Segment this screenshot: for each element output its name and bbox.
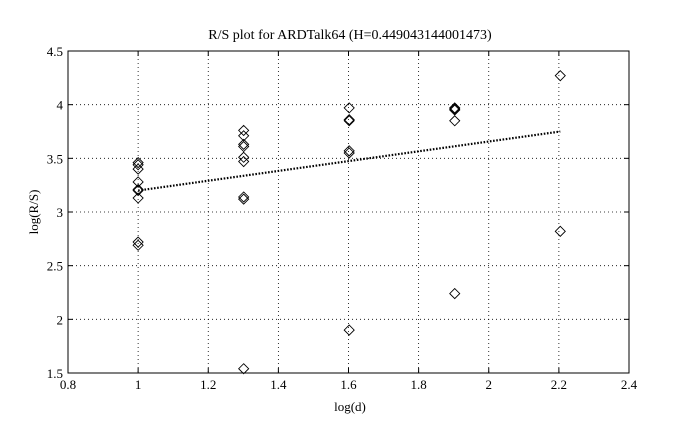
data-point-diamond [238, 191, 250, 203]
data-point-diamond [238, 151, 250, 163]
data-point-diamond [238, 363, 250, 375]
data-points [132, 70, 566, 375]
y-tick-label: 4.5 [47, 44, 63, 59]
data-point-diamond [132, 163, 144, 175]
data-point-diamond [449, 104, 461, 116]
x-tick-label: 0.8 [60, 377, 76, 392]
data-point-diamond [343, 114, 355, 126]
plot-frame [67, 50, 630, 374]
y-tick-label: 1.5 [47, 366, 63, 381]
y-tick-label: 3 [57, 205, 64, 220]
data-point-diamond [132, 183, 144, 196]
data-point-diamond [343, 115, 355, 127]
x-tick-labels: 0.8 1 1.2 1.4 1.6 1.8 2 2.2 2.4 [60, 377, 638, 392]
data-point-diamond [343, 324, 355, 336]
data-point-diamond [343, 147, 355, 159]
data-point-diamond [132, 159, 144, 171]
data-point-diamond [343, 102, 355, 114]
data-point-diamond [238, 138, 250, 151]
y-axis-label: log(R/S) [26, 190, 41, 235]
fit-line-group [137, 130, 561, 192]
grid-lines [67, 50, 630, 374]
data-point-diamond [238, 130, 250, 142]
x-tick-label: 1.4 [270, 377, 287, 392]
data-point-diamond [449, 103, 461, 115]
x-tick-label: 1 [135, 377, 142, 392]
data-point-diamond [238, 140, 250, 153]
x-tick-label: 2 [486, 377, 493, 392]
y-tick-label: 2 [57, 312, 64, 327]
y-tick-label: 3.5 [47, 151, 63, 166]
data-point-diamond [132, 192, 144, 204]
data-point-diamond [554, 70, 566, 82]
data-point-diamond [238, 124, 250, 137]
x-tick-label: 2.4 [621, 377, 638, 392]
x-tick-label: 1.6 [340, 377, 357, 392]
data-point-diamond [132, 184, 144, 197]
data-point-diamond [132, 176, 144, 188]
chart-title: R/S plot for ARDTalk64 (H=0.449043144001… [208, 28, 492, 43]
data-point-diamond [132, 236, 144, 248]
data-point-diamond [238, 155, 250, 168]
data-point-diamond [554, 225, 566, 237]
data-point-diamond [132, 239, 144, 251]
y-tick-labels: 1.5 2 2.5 3 3.5 4 4.5 [47, 44, 64, 381]
y-tick-label: 4 [57, 98, 64, 113]
data-point-diamond [449, 287, 461, 300]
data-point-diamond [449, 115, 461, 127]
data-point-diamond [449, 102, 461, 114]
y-tick-label: 2.5 [47, 259, 63, 274]
x-axis-label: log(d) [334, 399, 366, 414]
x-tick-label: 1.8 [411, 377, 427, 392]
data-point-diamond [132, 156, 144, 169]
fit-line [137, 130, 561, 192]
x-tick-label: 1.2 [200, 377, 216, 392]
data-point-diamond [238, 193, 250, 205]
x-tick-label: 2.2 [551, 377, 567, 392]
data-point-diamond [343, 145, 355, 157]
